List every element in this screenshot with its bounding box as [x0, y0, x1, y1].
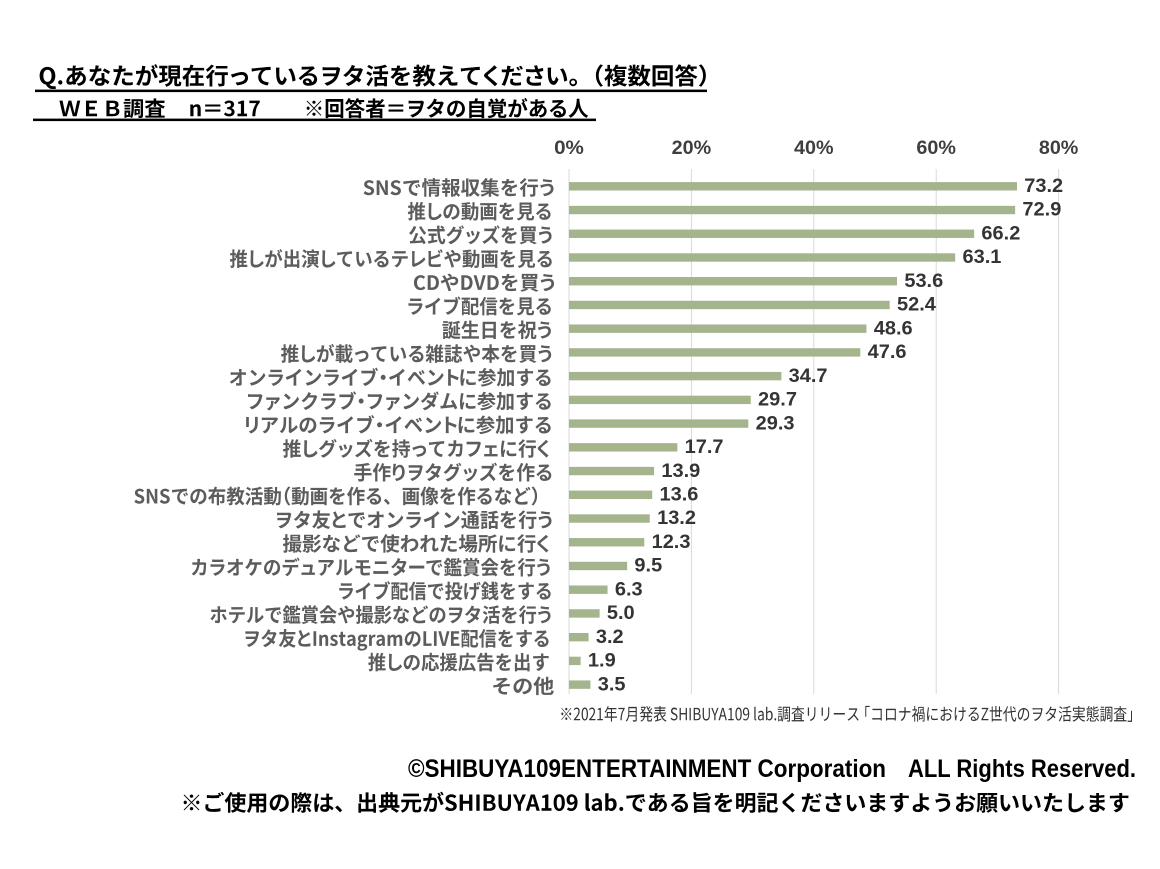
- svg-text:29.7: 29.7: [758, 390, 797, 411]
- svg-text:20%: 20%: [672, 137, 712, 159]
- svg-text:3.5: 3.5: [598, 674, 626, 695]
- svg-text:52.4: 52.4: [897, 295, 936, 316]
- svg-text:6.3: 6.3: [615, 579, 643, 600]
- svg-text:13.2: 13.2: [657, 508, 696, 529]
- svg-text:3.2: 3.2: [596, 627, 624, 648]
- svg-text:17.7: 17.7: [685, 437, 724, 458]
- svg-text:5.0: 5.0: [607, 603, 635, 624]
- svg-text:©SHIBUYA109ENTERTAINMENT Corpo: ©SHIBUYA109ENTERTAINMENT Corporation: [408, 755, 886, 783]
- svg-text:1.9: 1.9: [588, 651, 616, 672]
- svg-text:9.5: 9.5: [634, 556, 662, 577]
- svg-text:53.6: 53.6: [904, 271, 943, 292]
- svg-text:13.9: 13.9: [661, 461, 700, 482]
- svg-text:47.6: 47.6: [868, 342, 907, 363]
- svg-text:63.1: 63.1: [962, 247, 1001, 268]
- svg-text:80%: 80%: [1039, 137, 1079, 159]
- svg-text:66.2: 66.2: [981, 224, 1020, 245]
- svg-text:29.3: 29.3: [756, 413, 795, 434]
- svg-text:13.6: 13.6: [660, 485, 699, 506]
- svg-text:60%: 60%: [916, 137, 956, 159]
- svg-text:73.2: 73.2: [1024, 176, 1063, 197]
- svg-text:40%: 40%: [794, 137, 834, 159]
- svg-text:0%: 0%: [554, 137, 584, 159]
- svg-text:72.9: 72.9: [1022, 200, 1061, 221]
- svg-text:48.6: 48.6: [874, 318, 913, 339]
- svg-text:34.7: 34.7: [789, 366, 828, 387]
- svg-text:12.3: 12.3: [652, 532, 691, 553]
- svg-text:ALL Rights Reserved.: ALL Rights Reserved.: [908, 755, 1136, 783]
